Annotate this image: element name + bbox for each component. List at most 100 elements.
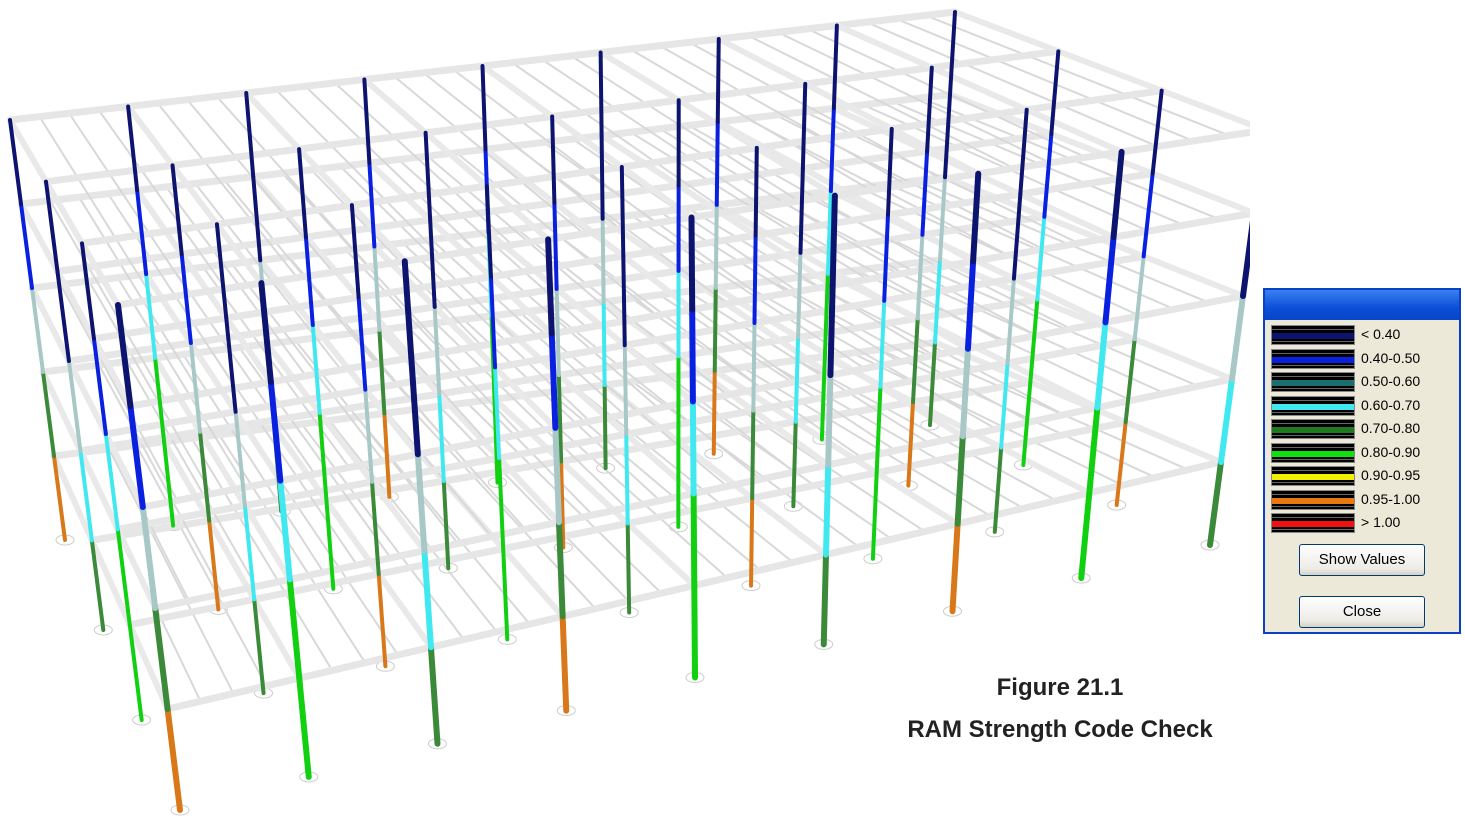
legend-swatch bbox=[1271, 372, 1355, 392]
column bbox=[139, 504, 159, 611]
beam bbox=[161, 438, 303, 682]
column bbox=[545, 236, 555, 337]
joist bbox=[287, 255, 454, 449]
column bbox=[798, 166, 805, 255]
joist bbox=[770, 279, 1032, 423]
column bbox=[242, 503, 257, 602]
column bbox=[749, 496, 755, 588]
column bbox=[1028, 297, 1040, 385]
beam bbox=[488, 312, 697, 497]
column bbox=[164, 706, 183, 813]
column bbox=[252, 597, 266, 696]
joist bbox=[68, 112, 191, 296]
column bbox=[1110, 148, 1125, 241]
column bbox=[372, 244, 382, 332]
column bbox=[959, 345, 971, 440]
column bbox=[441, 479, 451, 571]
beam bbox=[712, 284, 966, 440]
joist bbox=[116, 276, 247, 489]
column bbox=[943, 92, 952, 180]
show-values-button[interactable]: Show Values bbox=[1299, 544, 1425, 576]
column bbox=[689, 306, 696, 405]
legend-swatch bbox=[1271, 466, 1355, 486]
joist bbox=[97, 108, 227, 290]
column bbox=[493, 365, 502, 461]
joist bbox=[768, 362, 1025, 510]
legend-item: 0.90-0.95 bbox=[1271, 465, 1457, 487]
column bbox=[1035, 214, 1047, 302]
column bbox=[911, 316, 920, 405]
legend-swatch bbox=[1271, 348, 1355, 369]
column bbox=[964, 258, 977, 352]
figure-title: RAM Strength Code Check bbox=[907, 716, 1213, 743]
column bbox=[377, 327, 387, 416]
column bbox=[310, 322, 322, 415]
column bbox=[492, 397, 500, 485]
legend-label: > 1.00 bbox=[1361, 514, 1401, 530]
column bbox=[428, 217, 437, 309]
column bbox=[601, 299, 607, 387]
joist bbox=[190, 437, 334, 672]
joist bbox=[49, 199, 167, 401]
column bbox=[791, 419, 798, 509]
column bbox=[796, 250, 803, 340]
column bbox=[827, 282, 836, 379]
column bbox=[933, 257, 942, 345]
joist bbox=[59, 283, 179, 502]
column bbox=[714, 119, 720, 207]
column bbox=[874, 384, 883, 475]
beam bbox=[257, 257, 421, 458]
column bbox=[831, 23, 839, 111]
column bbox=[497, 456, 506, 551]
legend-label: 0.60-0.70 bbox=[1361, 396, 1421, 413]
joist bbox=[173, 269, 316, 476]
joist bbox=[438, 405, 630, 602]
column bbox=[915, 232, 925, 321]
column bbox=[552, 200, 559, 291]
column bbox=[1018, 107, 1029, 197]
column bbox=[1240, 220, 1250, 299]
legend-label: 0.95-1.00 bbox=[1361, 490, 1421, 507]
column bbox=[127, 403, 146, 510]
column bbox=[1094, 319, 1109, 411]
column bbox=[423, 130, 433, 222]
joist bbox=[430, 238, 626, 416]
column bbox=[258, 280, 274, 385]
column bbox=[1229, 293, 1246, 382]
beam bbox=[271, 424, 434, 651]
column bbox=[690, 490, 698, 589]
column bbox=[825, 189, 833, 276]
column bbox=[1049, 49, 1061, 137]
beam bbox=[250, 173, 415, 361]
column bbox=[619, 165, 626, 259]
column bbox=[599, 133, 605, 221]
joist bbox=[392, 75, 585, 235]
column bbox=[244, 91, 256, 179]
close-button[interactable]: Close bbox=[1299, 596, 1425, 628]
joist bbox=[741, 366, 992, 518]
column bbox=[44, 179, 60, 274]
beam bbox=[715, 36, 982, 177]
joist bbox=[194, 182, 343, 371]
joist bbox=[686, 373, 926, 533]
legend-swatch bbox=[1271, 395, 1355, 416]
column bbox=[115, 302, 134, 409]
beam bbox=[952, 9, 1250, 128]
column bbox=[622, 343, 629, 437]
column bbox=[214, 222, 229, 321]
column bbox=[126, 104, 140, 193]
joist bbox=[328, 419, 498, 633]
column bbox=[382, 411, 392, 499]
column bbox=[828, 106, 836, 194]
beam bbox=[833, 22, 1125, 155]
legend-label: 0.50-0.60 bbox=[1361, 373, 1421, 389]
joist bbox=[865, 21, 1159, 148]
joist bbox=[78, 196, 202, 395]
legend-swatch bbox=[1271, 513, 1355, 533]
column bbox=[925, 65, 934, 154]
column bbox=[885, 126, 894, 217]
beam bbox=[134, 187, 274, 385]
joist bbox=[422, 71, 621, 230]
column bbox=[401, 258, 415, 361]
column bbox=[624, 432, 630, 526]
